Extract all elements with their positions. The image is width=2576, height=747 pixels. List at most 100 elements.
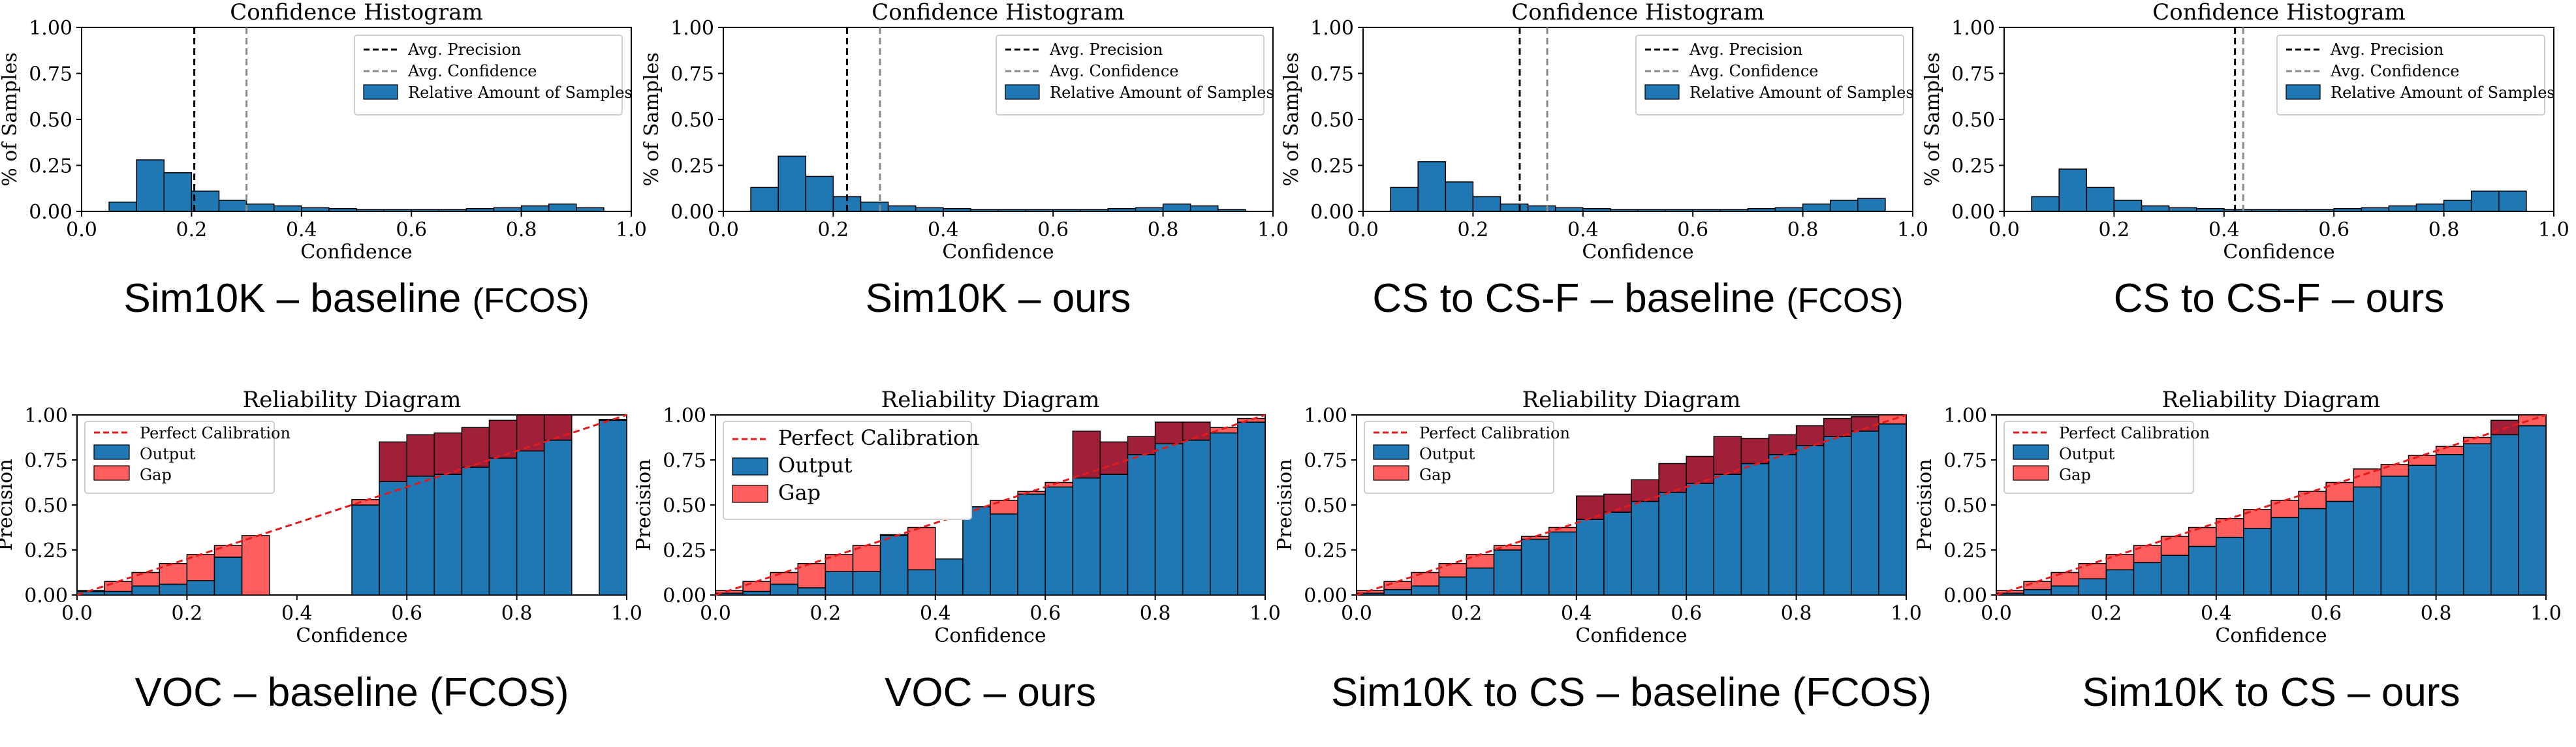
- legend-label: Relative Amount of Samples: [1050, 84, 1274, 102]
- histogram-bar: [136, 159, 165, 212]
- histogram-bar: [1857, 198, 1886, 212]
- histogram-bar: [2388, 205, 2417, 212]
- axes: Reliability Diagram 0.00 0.25 0.50 0.75 1.00 0…: [0, 387, 642, 647]
- output-bar: [2490, 434, 2519, 596]
- histogram-bar: [2415, 203, 2445, 212]
- legend-swatch-samples: [1644, 84, 1680, 100]
- caption-part: Sim10K – ours: [866, 276, 1131, 321]
- legend-swatch-output: [2013, 444, 2049, 460]
- legend-label: Avg. Confidence: [407, 62, 537, 80]
- histogram-bar: [2278, 209, 2307, 212]
- legend-frame: [84, 421, 275, 494]
- y-tick-label: 0.25: [1951, 155, 1995, 178]
- histogram-bar: [576, 207, 605, 212]
- legend-label: Perfect Calibration: [140, 424, 291, 442]
- histogram-bar: [970, 209, 999, 212]
- gap-bar: [1658, 463, 1687, 493]
- panel-caption: CS to CS-F – baseline (FCOS): [1372, 276, 1903, 321]
- gap-bar: [1740, 438, 1770, 465]
- y-tick-label: 0.75: [663, 450, 706, 472]
- histogram-bar: [1052, 209, 1082, 212]
- x-tick-label: 0.6: [1029, 602, 1061, 625]
- plot-area: [750, 27, 1246, 212]
- output-bar: [2216, 536, 2244, 596]
- histogram-bar: [750, 187, 779, 212]
- histogram-bar: [301, 207, 330, 212]
- legend-frame: [2276, 35, 2545, 115]
- legend: Avg. Precision Avg. Confidence Relative Am…: [996, 35, 1274, 115]
- panel-caption: Sim10K – ours: [866, 276, 1131, 321]
- output-bar: [1603, 511, 1632, 596]
- histogram-bar: [548, 203, 577, 212]
- legend-swatch-output: [1373, 444, 1409, 460]
- output-bar: [1182, 439, 1211, 596]
- x-tick-label: 0.6: [2318, 219, 2349, 241]
- legend-label: Gap: [778, 480, 821, 505]
- output-bar: [2518, 425, 2547, 596]
- output-bar: [2325, 500, 2355, 596]
- legend-frame: [354, 35, 623, 115]
- histogram-bar: [1802, 203, 1831, 212]
- histogram-bar: [1162, 203, 1191, 212]
- legend-swatch-output: [732, 457, 768, 476]
- x-tick-label: 0.8: [1148, 219, 1179, 241]
- legend-label: Avg. Precision: [1689, 40, 1802, 59]
- y-tick-label: 0.75: [1310, 63, 1354, 86]
- histogram-bar: [1637, 209, 1666, 212]
- output-bar: [1713, 474, 1742, 596]
- y-tick-label: 0.75: [1304, 450, 1347, 472]
- histogram-bar: [805, 175, 834, 212]
- y-tick-label: 0.00: [1304, 585, 1347, 607]
- output-bar: [1154, 443, 1184, 596]
- histogram-bar: [2113, 200, 2143, 212]
- gap-bar: [2518, 414, 2547, 427]
- y-tick-label: 1.00: [670, 17, 714, 40]
- histogram-bar: [2086, 187, 2115, 212]
- histogram-bar: [465, 208, 495, 212]
- x-tick-label: 0.6: [1037, 219, 1069, 241]
- x-tick-label: 0.4: [920, 602, 951, 625]
- output-bar: [1045, 486, 1074, 596]
- chart-title: Reliability Diagram: [1522, 387, 1741, 413]
- output-bar: [907, 569, 936, 596]
- x-axis-label: Confidence: [1575, 624, 1687, 647]
- output-bar: [379, 481, 407, 596]
- output-bar: [2270, 517, 2299, 596]
- y-axis-label: % of Samples: [640, 52, 663, 187]
- legend-label: Avg. Precision: [1049, 40, 1163, 59]
- histogram-bar: [2498, 191, 2527, 212]
- y-axis-label: Precision: [1913, 459, 1936, 551]
- output-bar: [1520, 538, 1550, 596]
- x-tick-label: 0.0: [708, 219, 739, 241]
- output-bar: [1493, 549, 1522, 596]
- gap-bar: [213, 545, 243, 558]
- gap-bar: [1017, 491, 1046, 495]
- output-bar: [1127, 453, 1156, 596]
- axes: Reliability Diagram 0.00 0.25 0.50 0.75 1.00 0…: [1913, 387, 2562, 647]
- legend-frame: [1364, 421, 1554, 494]
- histogram-bar: [2443, 200, 2472, 212]
- x-tick-label: 1.0: [1897, 219, 1928, 241]
- y-tick-label: 0.50: [670, 109, 714, 132]
- gap-bar: [1548, 526, 1577, 533]
- legend-swatch-output: [93, 444, 130, 460]
- axes: Reliability Diagram 0.00 0.25 0.50 0.75 1.00 0…: [1274, 387, 1922, 647]
- histogram-bar: [1692, 209, 1721, 212]
- histogram-bar: [1829, 200, 1859, 212]
- x-tick-label: 0.2: [172, 602, 203, 625]
- histogram-bar: [218, 200, 247, 212]
- perfect-calibration-line: [715, 414, 1266, 596]
- x-tick-label: 0.2: [176, 219, 208, 241]
- x-tick-label: 0.2: [810, 602, 841, 625]
- legend-label: Avg. Confidence: [1689, 62, 1818, 80]
- y-axis-label: % of Samples: [1280, 52, 1303, 187]
- output-bar: [1658, 491, 1687, 596]
- y-tick-label: 0.75: [24, 450, 68, 472]
- output-bar: [2353, 486, 2382, 596]
- chart-title: Confidence Histogram: [2152, 0, 2405, 25]
- y-tick-label: 0.00: [670, 201, 714, 224]
- histogram-bar: [191, 191, 220, 212]
- x-tick-label: 1.0: [1891, 602, 1922, 625]
- y-tick-label: 0.25: [663, 540, 706, 562]
- histogram-bar: [860, 202, 889, 212]
